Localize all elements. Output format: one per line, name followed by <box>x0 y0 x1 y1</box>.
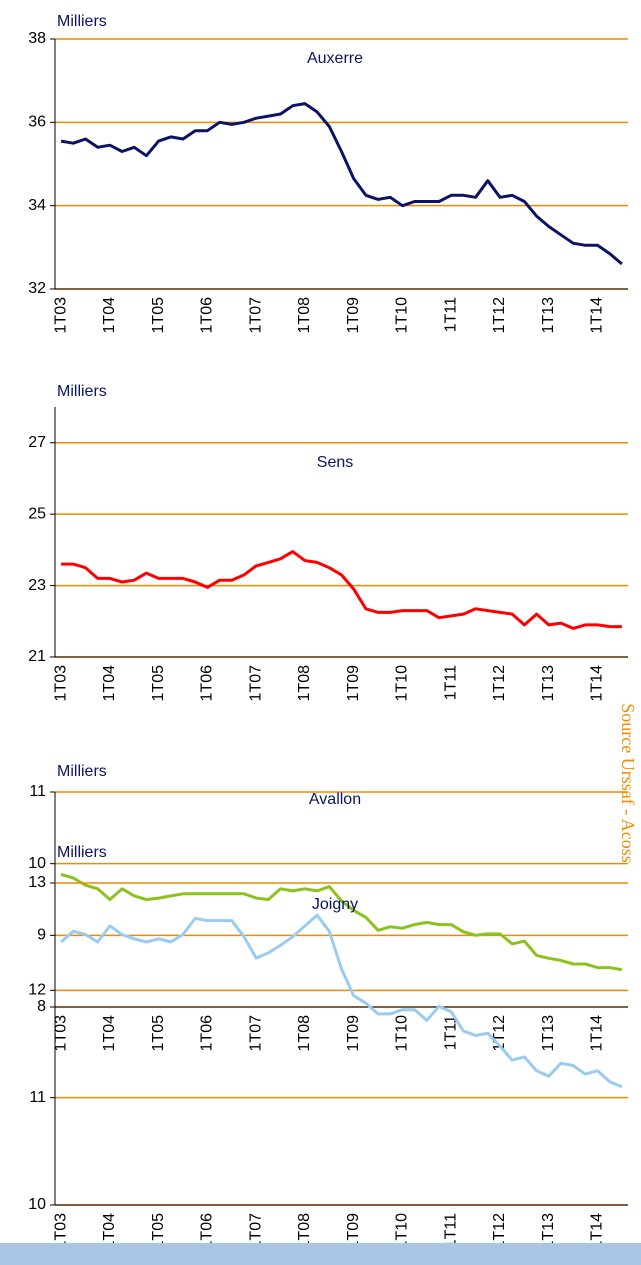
x-tick-label: 1T10 <box>394 297 411 334</box>
x-tick-label: 1T08 <box>296 297 313 334</box>
x-tick-label: 1T06 <box>199 665 216 702</box>
x-tick-label: 1T07 <box>247 1015 264 1052</box>
y-tick-label: 11 <box>29 783 46 800</box>
x-tick-label: 1T09 <box>345 297 362 334</box>
x-tick-label: 1T08 <box>296 1015 313 1052</box>
y-tick-label: 23 <box>28 577 46 594</box>
x-tick-label: 1T14 <box>589 665 606 702</box>
x-tick-label: 1T09 <box>345 1015 362 1052</box>
y-unit-label: Milliers <box>57 763 107 780</box>
y-tick-label: 25 <box>28 505 46 522</box>
x-tick-label: 1T05 <box>150 297 167 334</box>
x-tick-label: 1T03 <box>52 665 69 702</box>
data-line <box>60 872 623 972</box>
x-tick-label: 1T06 <box>199 297 216 334</box>
data-line <box>61 550 622 630</box>
x-tick-label: 1T04 <box>101 297 118 334</box>
y-tick-label: 36 <box>28 114 46 131</box>
data-line <box>60 913 623 1089</box>
y-tick-label: 10 <box>28 855 46 872</box>
x-tick-label: 1T07 <box>247 1213 264 1250</box>
x-tick-label: 1T03 <box>52 1015 69 1052</box>
x-tick-label: 1T14 <box>589 297 606 334</box>
chart-title: Joigny <box>312 896 358 913</box>
x-tick-label: 1T08 <box>296 1213 313 1250</box>
x-tick-label: 1T10 <box>394 665 411 702</box>
y-tick-label: 10 <box>28 1196 46 1213</box>
y-tick-label: 21 <box>28 648 46 665</box>
x-tick-label: 1T07 <box>247 665 264 702</box>
data-line <box>60 102 623 266</box>
x-tick-label: 1T06 <box>199 1213 216 1250</box>
x-tick-label: 1T05 <box>150 1015 167 1052</box>
x-tick-label: 1T05 <box>150 665 167 702</box>
y-tick-label: 12 <box>28 982 46 999</box>
chart-title: Auxerre <box>307 50 363 67</box>
x-tick-label: 1T10 <box>394 1015 411 1052</box>
x-tick-label: 1T08 <box>296 665 313 702</box>
x-tick-label: 1T14 <box>589 1015 606 1052</box>
x-tick-label: 1T09 <box>345 665 362 702</box>
x-tick-label: 1T09 <box>345 1213 362 1250</box>
y-tick-label: 27 <box>28 434 46 451</box>
x-tick-label: 1T04 <box>101 1213 118 1250</box>
y-unit-label: Milliers <box>57 383 107 400</box>
y-tick-label: 8 <box>37 998 46 1015</box>
y-unit-label: Milliers <box>57 13 107 30</box>
y-unit-label: Milliers <box>57 844 107 861</box>
y-tick-label: 32 <box>28 280 46 297</box>
y-tick-label: 34 <box>28 197 46 214</box>
y-tick-label: 9 <box>37 927 46 944</box>
x-tick-label: 1T12 <box>491 665 508 702</box>
x-tick-label: 1T11 <box>442 665 459 700</box>
x-tick-label: 1T11 <box>442 1213 459 1248</box>
chart-title: Avallon <box>309 791 361 808</box>
x-tick-label: 1T13 <box>540 665 557 702</box>
x-tick-label: 1T11 <box>442 297 459 332</box>
x-tick-label: 1T13 <box>540 1213 557 1250</box>
x-tick-label: 1T11 <box>442 1015 459 1050</box>
x-tick-label: 1T03 <box>52 297 69 334</box>
y-tick-label: 38 <box>28 30 46 47</box>
x-tick-label: 1T14 <box>589 1213 606 1250</box>
chart-title: Sens <box>317 454 353 471</box>
x-tick-label: 1T07 <box>247 297 264 334</box>
x-tick-label: 1T13 <box>540 297 557 334</box>
x-tick-label: 1T04 <box>101 665 118 702</box>
x-tick-label: 1T12 <box>491 1213 508 1250</box>
x-tick-label: 1T13 <box>540 1015 557 1052</box>
source-note: Source Urssaf - Acoss <box>618 703 638 862</box>
footer-band <box>0 1243 641 1265</box>
x-tick-label: 1T03 <box>52 1213 69 1250</box>
x-tick-label: 1T05 <box>150 1213 167 1250</box>
x-tick-label: 1T10 <box>394 1213 411 1250</box>
x-tick-label: 1T04 <box>101 1015 118 1052</box>
y-tick-label: 13 <box>28 874 46 891</box>
x-tick-label: 1T12 <box>491 297 508 334</box>
y-tick-label: 11 <box>29 1089 46 1106</box>
x-tick-label: 1T06 <box>199 1015 216 1052</box>
